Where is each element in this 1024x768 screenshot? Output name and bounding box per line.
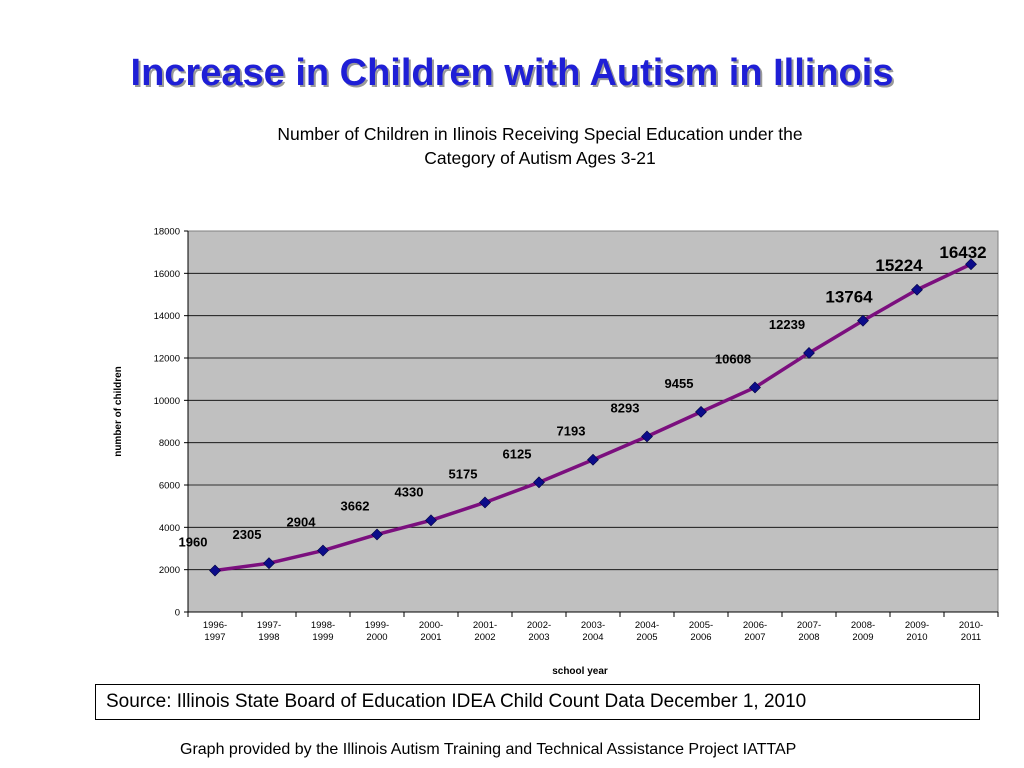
y-tick-label: 16000 [154, 269, 180, 280]
x-tick-label: 2007-2008 [797, 620, 821, 643]
data-label: 3662 [341, 498, 370, 513]
data-label: 8293 [611, 400, 640, 415]
y-tick-label: 10000 [154, 396, 180, 407]
data-label: 12239 [769, 317, 805, 332]
data-point [263, 557, 275, 570]
x-tick-label: 2004-2005 [635, 620, 659, 643]
data-label: 7193 [557, 424, 586, 439]
data-point [587, 453, 599, 466]
data-point [479, 496, 491, 509]
x-tick-label: 1997-1998 [257, 620, 281, 643]
x-tick-label: 2000-2001 [419, 620, 443, 643]
x-tick-label: 1998-1999 [311, 620, 335, 643]
slide-title: Increase in Children with Autism in Illi… [130, 52, 894, 94]
data-label: 6125 [503, 446, 532, 461]
x-tick-label: 2002-2003 [527, 620, 551, 643]
data-label: 9455 [665, 376, 694, 391]
source-text: Source: Illinois State Board of Educatio… [106, 691, 807, 712]
data-label: 1960 [179, 535, 208, 550]
data-label: 16432 [939, 243, 986, 262]
y-tick-label: 0 [175, 608, 180, 619]
data-point [803, 347, 815, 359]
data-point [857, 314, 869, 327]
data-point [317, 544, 329, 557]
y-tick-label: 6000 [159, 481, 180, 492]
data-label: 13764 [825, 288, 873, 307]
data-label: 10608 [715, 351, 751, 366]
y-tick-label: 14000 [154, 311, 180, 322]
chart-title: Number of Children in Ilinois Receiving … [180, 122, 900, 170]
x-tick-label: 2010-2011 [959, 620, 983, 643]
line-chart: 0 2000 4000 6000 8000 10000 12000 14000 16000 180… [113, 227, 999, 677]
chart-title-line-2: Category of Autism Ages 3-21 [424, 148, 656, 168]
y-tick-label: 8000 [159, 438, 180, 449]
data-point [749, 381, 761, 394]
y-tick-label: 2000 [159, 565, 180, 576]
x-tick-label: 2009-2010 [905, 620, 929, 643]
data-point [209, 564, 221, 577]
data-label: 5175 [449, 466, 478, 481]
data-point [533, 476, 545, 489]
data-point [371, 528, 383, 541]
x-tick-label: 2008-2009 [851, 620, 875, 643]
credit-text: Graph provided by the Illinois Autism Tr… [180, 741, 797, 758]
data-point [641, 430, 653, 443]
source-box: Source: Illinois State Board of Educatio… [95, 684, 980, 720]
x-tick-label: 2001-2002 [473, 620, 497, 643]
data-label: 4330 [395, 484, 424, 499]
x-tick-label: 1999-2000 [365, 620, 389, 643]
y-tick-label: 12000 [154, 354, 180, 365]
data-point [425, 514, 437, 527]
data-label: 15224 [875, 256, 923, 275]
x-tick-label: 2005-2006 [689, 620, 713, 643]
y-tick-label: 18000 [154, 227, 180, 238]
x-tick-label: 2003-2004 [581, 620, 605, 643]
data-label: 2305 [233, 527, 262, 542]
data-point [695, 405, 707, 418]
chart-title-line-1: Number of Children in Ilinois Receiving … [277, 124, 803, 144]
data-point [965, 258, 977, 271]
x-tick-label: 2006-2007 [743, 620, 767, 643]
y-tick-label: 4000 [159, 523, 180, 534]
y-axis-title: number of children [113, 366, 124, 457]
data-label: 2904 [287, 515, 317, 530]
data-point [911, 283, 923, 296]
x-axis-title: school year [552, 666, 608, 677]
x-tick-label: 1996-1997 [203, 620, 227, 643]
